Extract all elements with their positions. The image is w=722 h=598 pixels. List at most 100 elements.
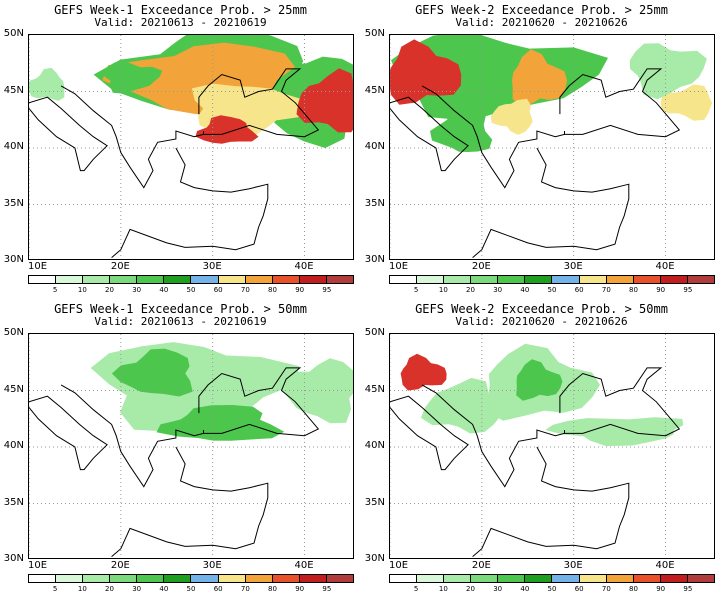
latitude-label: 30N [3, 553, 24, 564]
coastline [472, 446, 630, 557]
colorbar-swatch [191, 575, 219, 582]
colorbar-label: 10 [77, 286, 87, 294]
latitude-label: 45N [3, 84, 24, 96]
panel-title: GEFS Week-1 Exceedance Prob. > 25mm [54, 3, 307, 17]
longitude-label: 10E [28, 560, 48, 571]
panel-title: GEFS Week-2 Exceedance Prob. > 50mm [415, 302, 668, 316]
latitude-label: 40N [3, 141, 24, 152]
probability-area [390, 39, 462, 105]
colorbar-swatch [56, 575, 84, 582]
probability-area [512, 49, 568, 107]
probability-area [29, 67, 65, 101]
colorbar-label: 90 [656, 585, 666, 593]
colorbar-label: 70 [601, 585, 611, 593]
colorbar-swatch [444, 276, 472, 283]
longitude-label: 40E [294, 560, 314, 571]
colorbar-swatch [326, 575, 353, 582]
colorbar-label: 30 [493, 585, 503, 593]
colorbar-swatch [137, 276, 165, 283]
coastline [60, 85, 204, 189]
colorbar-swatch [191, 276, 219, 283]
coastline [111, 446, 269, 557]
panel-title: GEFS Week-2 Exceedance Prob. > 25mm [415, 3, 668, 17]
colorbar-swatch [525, 575, 553, 582]
colorbar-label: 95 [683, 585, 693, 593]
valid-dates: Valid: 20210620 - 20210626 [455, 315, 628, 328]
colorbar-label: 50 [547, 286, 557, 294]
map-panel: GEFS Week-1 Exceedance Prob. > 25mm Valid… [0, 0, 361, 299]
coastline [60, 384, 204, 488]
colorbar-swatch [417, 575, 445, 582]
colorbar-swatch [390, 575, 418, 582]
colorbar-label: 5 [413, 286, 419, 294]
longitude-label: 20E [110, 261, 130, 272]
coastline [390, 96, 469, 172]
latitude-label: 40N [364, 440, 385, 451]
probability-area [391, 35, 608, 121]
latitude-label: 40N [364, 141, 385, 152]
coastline [111, 147, 269, 258]
latitude-label: 45N [364, 84, 385, 96]
colorbar-label: 30 [132, 585, 142, 593]
colorbar-label: 20 [105, 585, 114, 593]
colorbar-swatch [110, 575, 138, 582]
colorbar-label: 90 [295, 585, 305, 593]
map-area [28, 34, 354, 260]
colorbar-label: 10 [438, 286, 448, 294]
latitude-label: 35N [3, 496, 24, 508]
colorbar-label: 80 [629, 585, 638, 593]
colorbar [28, 574, 354, 583]
colorbar-label: 30 [493, 286, 503, 294]
coastline [390, 395, 469, 471]
latitude-label: 35N [364, 496, 385, 508]
longitude-label: 30E [563, 261, 583, 272]
map-canvas [390, 35, 714, 259]
colorbar-swatch [272, 276, 300, 283]
colorbar-swatch [29, 276, 57, 283]
colorbar-swatch [56, 276, 84, 283]
colorbar-swatch [606, 276, 634, 283]
colorbar-swatch [579, 575, 607, 582]
longitude-label: 20E [471, 560, 491, 571]
panel-title: GEFS Week-1 Exceedance Prob. > 50mm [54, 302, 307, 316]
probability-area [102, 61, 163, 94]
colorbar [28, 275, 354, 284]
colorbar-swatch [525, 276, 553, 283]
coastline [421, 85, 565, 189]
coastline [472, 147, 630, 258]
colorbar-label: 60 [213, 286, 223, 294]
probability-area [629, 43, 707, 100]
map-panel: GEFS Week-2 Exceedance Prob. > 50mm Valid… [361, 299, 722, 598]
colorbar-swatch [218, 276, 246, 283]
colorbar-label: 60 [213, 585, 223, 593]
colorbar-swatch [83, 276, 111, 283]
probability-area [421, 377, 501, 434]
colorbar-label: 60 [574, 286, 584, 294]
map-canvas [29, 35, 353, 259]
map-canvas [29, 334, 353, 558]
probability-area [111, 348, 193, 397]
colorbar-swatch [444, 575, 472, 582]
colorbar-swatch [245, 575, 273, 582]
map-panel: GEFS Week-2 Exceedance Prob. > 25mm Valid… [361, 0, 722, 299]
colorbar-label: 5 [52, 585, 58, 593]
latitude-label: 35N [364, 197, 385, 209]
latitude-label: 30N [364, 553, 385, 564]
colorbar-label: 80 [268, 286, 277, 294]
colorbar-swatch [164, 575, 192, 582]
longitude-label: 30E [563, 560, 583, 571]
colorbar-swatch [83, 575, 111, 582]
latitude-label: 30N [3, 254, 24, 265]
colorbar-label: 90 [656, 286, 666, 294]
colorbar-label: 20 [466, 286, 475, 294]
colorbar [389, 275, 715, 284]
valid-dates: Valid: 20210620 - 20210626 [455, 16, 628, 29]
colorbar-label: 40 [159, 286, 169, 294]
probability-area [545, 417, 684, 447]
longitude-label: 40E [655, 560, 675, 571]
colorbar-swatch [471, 276, 499, 283]
colorbar-swatch [552, 276, 580, 283]
colorbar-label: 50 [186, 585, 196, 593]
colorbar-swatch [272, 575, 300, 582]
colorbar-swatch [110, 276, 138, 283]
